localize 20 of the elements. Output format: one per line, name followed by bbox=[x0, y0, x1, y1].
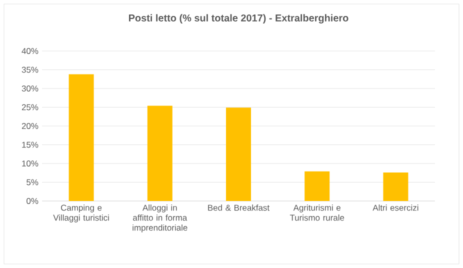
y-tick-label: 20% bbox=[22, 123, 38, 129]
x-tick-label: Camping e Villaggi turistici bbox=[53, 204, 109, 222]
y-tick-label: 40% bbox=[22, 48, 38, 54]
x-tick-label: Alloggi in affitto in forma imprenditoriale bbox=[132, 204, 188, 232]
x-tick-label: Altri esercizi bbox=[372, 204, 418, 211]
bar bbox=[304, 171, 330, 201]
bar bbox=[147, 106, 172, 201]
x-tick-label: Agriturismi e Turismo rurale bbox=[290, 204, 344, 221]
y-tick-label: 0% bbox=[26, 198, 38, 204]
y-tick-label: 35% bbox=[22, 66, 38, 73]
x-tick-label: Bed & Breakfast bbox=[208, 204, 270, 211]
y-tick-label: 25% bbox=[22, 104, 38, 110]
y-tick-label: 30% bbox=[22, 86, 38, 92]
y-tick-label: 5% bbox=[26, 179, 38, 186]
bar bbox=[68, 74, 94, 201]
chart-title: Posti letto (% sul totale 2017) - Extralberghiero bbox=[129, 14, 348, 24]
y-tick-label: 15% bbox=[22, 142, 38, 148]
bar bbox=[383, 172, 408, 201]
bar bbox=[226, 108, 251, 201]
y-tick-label: 10% bbox=[22, 160, 38, 166]
